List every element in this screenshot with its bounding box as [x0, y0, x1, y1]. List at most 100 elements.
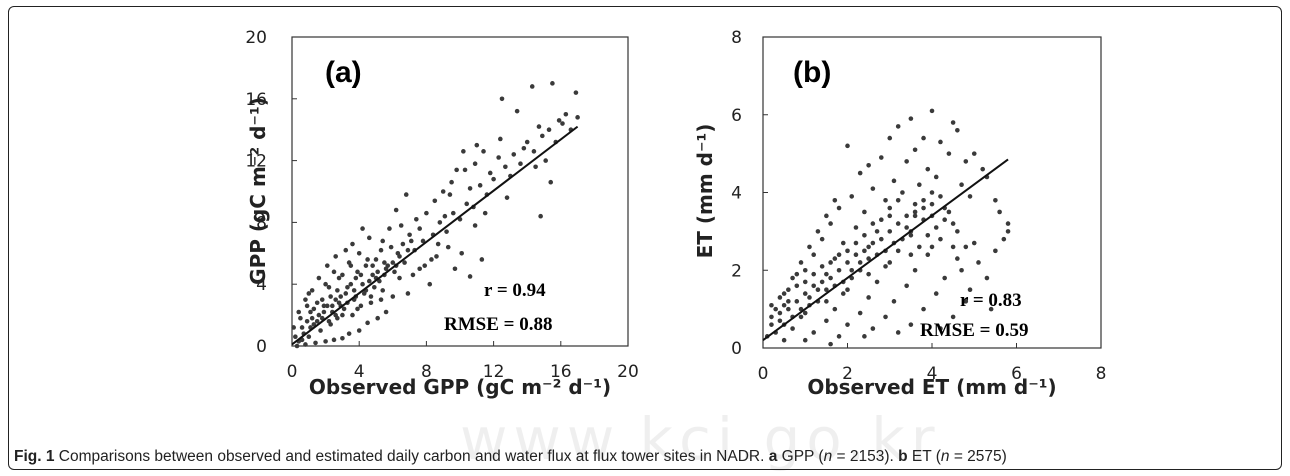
data-point: [832, 197, 838, 203]
x-axis-label: Observed GPP (gC m⁻² d⁻¹): [309, 375, 611, 399]
data-point: [306, 291, 312, 296]
data-point: [942, 217, 947, 223]
data-point: [912, 209, 918, 215]
data-point: [933, 225, 939, 230]
data-point: [819, 279, 825, 285]
data-point: [946, 151, 952, 156]
panel-label: (a): [325, 56, 362, 89]
data-point: [904, 283, 909, 289]
x-tick-label: 0: [758, 364, 769, 384]
data-point: [548, 179, 554, 185]
data-point: [794, 299, 800, 304]
data-point: [350, 312, 355, 318]
data-point: [908, 322, 914, 327]
caption-text-1: Comparisons between observed and estimat…: [54, 448, 769, 465]
data-point: [828, 275, 833, 281]
data-point: [377, 278, 382, 284]
data-point: [815, 229, 821, 234]
data-point: [474, 142, 480, 148]
data-point: [306, 334, 312, 340]
data-point: [824, 299, 829, 304]
data-point: [363, 263, 369, 268]
data-point: [950, 120, 956, 125]
data-point: [967, 287, 973, 292]
data-point: [929, 244, 935, 250]
data-point: [836, 252, 842, 257]
watermark: www.kci.go.kr: [460, 405, 941, 473]
data-point: [773, 306, 778, 312]
data-point: [330, 303, 335, 309]
y-tick-label: 12: [245, 152, 267, 172]
x-tick-label: 12: [483, 362, 505, 382]
data-point: [845, 143, 850, 149]
data-point: [450, 210, 456, 216]
data-point: [887, 205, 893, 211]
figure-frame: [8, 6, 1282, 470]
data-point: [883, 314, 888, 320]
data-point: [824, 287, 829, 292]
data-point: [311, 322, 317, 327]
data-point: [819, 264, 825, 269]
data-point: [335, 288, 340, 293]
caption-text-4: ET (: [907, 448, 941, 465]
data-point: [895, 330, 901, 335]
data-point: [870, 221, 876, 226]
data-point: [331, 337, 337, 343]
data-point: [845, 322, 850, 327]
data-point: [447, 192, 453, 197]
data-point: [929, 108, 935, 114]
data-point: [323, 339, 328, 344]
data-point: [925, 166, 931, 172]
data-point: [390, 294, 396, 299]
data-point: [921, 197, 926, 203]
data-point: [769, 314, 774, 320]
r-value: r = 0.94: [484, 280, 546, 301]
data-point: [1001, 236, 1007, 242]
data-point: [304, 303, 310, 309]
data-point: [309, 315, 315, 321]
data-point: [929, 190, 935, 195]
data-point: [819, 236, 825, 242]
data-point: [777, 318, 783, 324]
data-point: [368, 300, 374, 306]
data-point: [340, 272, 345, 278]
data-point: [368, 294, 374, 299]
data-point: [355, 269, 360, 275]
data-point: [857, 170, 863, 176]
data-point: [498, 136, 503, 142]
data-point: [420, 238, 426, 244]
data-point: [870, 326, 876, 331]
y-tick-label: 0: [256, 337, 267, 357]
data-point: [370, 263, 375, 268]
data-point: [1005, 221, 1011, 226]
data-point: [895, 197, 901, 203]
data-point: [410, 272, 416, 278]
x-axis-label: Observed ET (mm d⁻¹): [807, 375, 1056, 399]
data-point: [378, 247, 384, 253]
data-point: [845, 260, 850, 265]
data-point: [467, 274, 473, 279]
x-tick-label: 8: [1096, 364, 1107, 384]
data-point: [836, 334, 842, 339]
data-point: [879, 236, 884, 242]
data-point: [424, 210, 429, 216]
data-point: [912, 213, 918, 219]
data-point: [370, 272, 375, 278]
data-point: [340, 335, 345, 341]
data-point: [477, 183, 483, 188]
data-point: [824, 213, 829, 219]
data-point: [333, 297, 338, 302]
data-point: [938, 326, 943, 331]
caption-n1: n: [823, 448, 833, 465]
caption-text-3: = 2153).: [832, 448, 899, 465]
data-point: [343, 247, 349, 253]
data-point: [444, 229, 449, 234]
data-point: [563, 111, 569, 117]
panel-label: (b): [793, 56, 831, 89]
data-point: [845, 287, 850, 292]
data-point: [883, 264, 888, 269]
data-point: [840, 291, 846, 296]
data-point: [853, 252, 859, 257]
data-point: [929, 201, 935, 207]
data-point: [550, 81, 555, 86]
